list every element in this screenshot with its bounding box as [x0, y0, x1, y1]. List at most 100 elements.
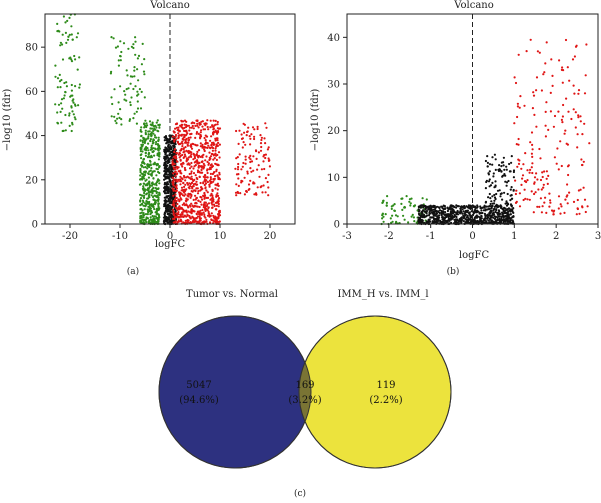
point-not-significant-1-63 — [500, 170, 503, 173]
point-up-0-893 — [190, 126, 193, 129]
point-up-1-60 — [262, 160, 265, 163]
point-not-significant-1-65 — [510, 194, 513, 197]
point-up-0-127 — [181, 165, 184, 168]
point-down-0-57 — [54, 103, 57, 106]
point-down-2-390 — [157, 219, 160, 222]
point-down-1-73 — [132, 117, 135, 120]
point-not-significant-1-9 — [505, 168, 508, 171]
venn-b-only-percent: (2.2%) — [369, 395, 402, 406]
point-not-significant-0-497 — [164, 146, 167, 149]
point-down-0-75 — [73, 103, 77, 106]
point-up-0-712 — [199, 219, 202, 222]
point-up-0-848 — [202, 153, 205, 156]
point-up-0-221 — [192, 152, 195, 155]
point-not-significant-0-656 — [424, 208, 427, 211]
point-not-significant-1-30 — [500, 165, 503, 168]
point-up-0-137 — [535, 76, 539, 79]
point-down-0-58 — [71, 38, 74, 41]
point-down-0-71 — [60, 102, 63, 105]
point-down-0-78 — [62, 129, 65, 132]
point-up-1-7 — [266, 180, 269, 184]
point-up-0-307 — [199, 145, 202, 148]
point-not-significant-0-521 — [167, 205, 170, 208]
point-up-0-12 — [520, 183, 523, 186]
point-up-0-154 — [533, 113, 536, 116]
point-down-0-37 — [54, 75, 57, 78]
point-up-0-820 — [201, 187, 204, 190]
point-up-0-37 — [545, 177, 548, 180]
point-down-2-376 — [144, 154, 147, 157]
point-up-1-81 — [268, 159, 271, 162]
point-down-2-274 — [140, 134, 143, 137]
point-down-0-65 — [393, 209, 396, 212]
point-up-0-864 — [218, 178, 221, 181]
point-not-significant-0-537 — [475, 214, 478, 217]
point-up-0-680 — [204, 209, 207, 212]
point-down-2-462 — [152, 177, 155, 180]
point-not-significant-0-403 — [163, 139, 166, 142]
point-up-0-898 — [204, 182, 208, 185]
point-down-2-255 — [143, 162, 146, 165]
point-not-significant-1-91 — [503, 173, 506, 176]
point-down-2-388 — [142, 186, 145, 190]
point-up-0-778 — [191, 215, 194, 218]
point-down-2-313 — [151, 187, 154, 190]
point-up-0-26 — [529, 38, 532, 41]
point-up-0-38 — [560, 205, 563, 208]
point-not-significant-0-576 — [164, 219, 167, 222]
point-up-1-70 — [264, 156, 267, 160]
point-up-1-14 — [240, 168, 243, 171]
point-up-0-104 — [515, 143, 518, 146]
point-down-0-52 — [56, 111, 59, 114]
point-up-0-555 — [173, 163, 176, 166]
point-down-0-72 — [56, 77, 60, 80]
point-down-0-85 — [77, 104, 80, 107]
point-up-0-553 — [190, 165, 193, 168]
point-down-0-70 — [412, 205, 415, 208]
point-up-0-144 — [514, 192, 518, 196]
point-not-significant-0-406 — [480, 214, 483, 217]
point-down-2-395 — [140, 203, 144, 206]
point-up-0-629 — [208, 158, 211, 162]
point-up-0-188 — [543, 201, 546, 204]
point-up-0-210 — [184, 146, 187, 149]
point-not-significant-1-88 — [493, 186, 496, 189]
point-down-2-366 — [146, 167, 149, 170]
x-tick-label-6: 3 — [595, 231, 601, 242]
point-up-0-173 — [528, 198, 531, 201]
point-down-1-15 — [139, 107, 143, 110]
point-up-0-331 — [204, 124, 207, 127]
point-not-significant-0-699 — [459, 209, 462, 212]
point-up-0-655 — [199, 131, 202, 134]
point-up-0-14 — [522, 198, 525, 202]
point-down-0-61 — [408, 200, 411, 203]
point-not-significant-0-585 — [164, 150, 167, 153]
point-down-0-40 — [66, 19, 69, 22]
point-up-0-881 — [197, 199, 200, 202]
point-down-2-328 — [143, 126, 146, 129]
panel-c-tag: (c) — [294, 488, 306, 499]
point-down-1-55 — [110, 36, 113, 39]
point-up-0-572 — [207, 210, 210, 213]
point-down-2-70 — [154, 143, 158, 146]
point-up-0-834 — [216, 220, 219, 223]
point-up-1-47 — [260, 145, 263, 149]
point-down-0-5 — [72, 101, 75, 104]
point-not-significant-0-423 — [166, 175, 169, 178]
point-not-significant-0-296 — [164, 161, 167, 164]
point-not-significant-1-60 — [491, 195, 494, 198]
point-up-0-598 — [190, 212, 193, 215]
point-up-0-415 — [192, 172, 196, 175]
point-up-0-780 — [186, 158, 190, 161]
point-down-1-54 — [136, 94, 139, 97]
point-up-0-784 — [206, 119, 209, 122]
point-up-1-110 — [253, 135, 256, 138]
point-up-0-726 — [183, 204, 187, 207]
point-not-significant-0-730 — [424, 211, 427, 214]
point-up-0-281 — [208, 179, 211, 182]
point-down-0-42 — [425, 198, 428, 201]
point-not-significant-0-714 — [494, 210, 497, 214]
point-not-significant-0-758 — [451, 204, 454, 207]
point-down-0-58 — [409, 204, 412, 207]
point-up-1-74 — [249, 160, 252, 164]
